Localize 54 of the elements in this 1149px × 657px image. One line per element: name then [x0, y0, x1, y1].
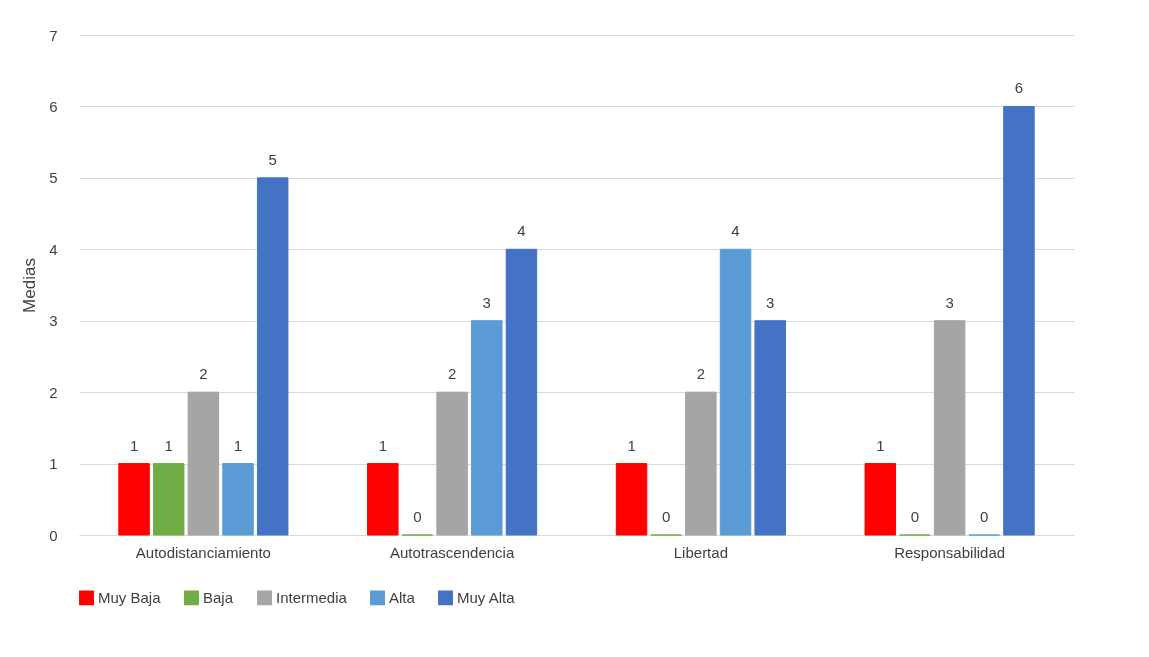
- bar: [367, 463, 399, 536]
- data-label: 1: [627, 436, 636, 454]
- bar: [256, 177, 289, 536]
- data-label: 3: [945, 293, 954, 311]
- data-label: 1: [876, 436, 885, 454]
- legend-label: Baja: [203, 588, 234, 606]
- bar: [118, 463, 150, 536]
- x-tick-label: Responsabilidad: [894, 543, 1006, 561]
- bar: [933, 320, 966, 536]
- x-tick-label: Libertad: [673, 543, 728, 561]
- data-label: 1: [378, 436, 387, 454]
- data-label: 0: [413, 508, 422, 525]
- bar: [152, 463, 185, 536]
- y-axis-title: Medias: [20, 258, 40, 313]
- y-tick-label: 2: [49, 383, 58, 401]
- data-label: 0: [910, 508, 920, 525]
- x-tick-label: Autodistanciamiento: [135, 543, 271, 561]
- data-label: 4: [731, 222, 740, 240]
- bar: [864, 463, 897, 536]
- data-label: 0: [980, 508, 989, 525]
- data-label: 2: [447, 365, 457, 383]
- data-label: 4: [517, 222, 526, 240]
- data-label: 1: [129, 436, 139, 454]
- data-label: 6: [1014, 79, 1024, 97]
- data-label: 2: [696, 365, 706, 383]
- bar: [719, 248, 752, 536]
- y-tick-label: 4: [49, 240, 58, 258]
- bar: [222, 463, 254, 536]
- data-label: 2: [199, 365, 208, 383]
- y-tick-label: 6: [49, 97, 58, 115]
- y-tick-label: 5: [49, 169, 58, 187]
- bar: [187, 391, 220, 536]
- data-label: 1: [164, 436, 173, 454]
- bar: [1003, 105, 1035, 536]
- bar: [436, 391, 468, 536]
- x-tick-label: Autotrascendencia: [390, 543, 515, 561]
- data-label: 5: [268, 150, 277, 168]
- data-label: 3: [766, 293, 775, 311]
- data-label: 3: [482, 293, 491, 311]
- bar: [754, 320, 786, 536]
- y-tick-label: 1: [49, 455, 58, 473]
- y-tick-label: 7: [49, 26, 58, 44]
- legend-label: Muy Baja: [98, 588, 162, 606]
- data-label: 1: [233, 436, 243, 454]
- y-tick-label: 3: [49, 312, 58, 330]
- bar: [505, 248, 538, 536]
- y-tick-label: 0: [49, 526, 58, 544]
- legend-label: Intermedia: [276, 588, 348, 606]
- legend-label: Muy Alta: [457, 588, 516, 606]
- legend-label: Alta: [389, 588, 416, 606]
- bar: [685, 391, 717, 536]
- bar: [615, 463, 648, 536]
- bar: [471, 320, 503, 536]
- data-label: 0: [662, 508, 671, 525]
